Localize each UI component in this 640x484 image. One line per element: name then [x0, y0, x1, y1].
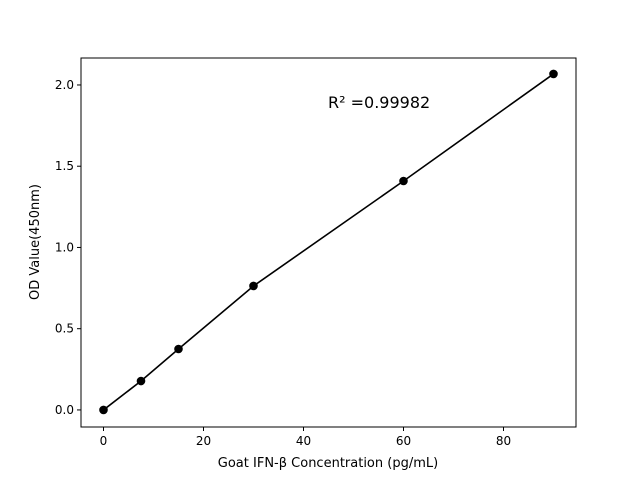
data-point: [249, 281, 258, 291]
y-tick-label: 0.0: [55, 403, 74, 417]
y-tick-label: 0.5: [55, 322, 74, 336]
x-tick-label: 20: [196, 434, 211, 448]
data-point: [136, 376, 146, 386]
x-axis-label: Goat IFN-β Concentration (pg/mL): [218, 456, 438, 471]
y-tick-label: 2.0: [55, 78, 74, 92]
x-tick-label: 80: [496, 434, 511, 448]
fit-line: [103, 73, 554, 411]
data-point: [549, 69, 558, 79]
data-point: [399, 176, 408, 186]
y-axis-label: OD Value(450nm): [28, 184, 43, 300]
x-tick-label: 60: [396, 434, 411, 448]
y-tick-label: 1.5: [55, 159, 74, 173]
y-tick-label: 1.0: [55, 240, 74, 254]
x-tick-label: 40: [296, 434, 311, 448]
data-point: [174, 344, 183, 354]
plot-area: [80, 57, 577, 428]
x-tick-label: 0: [100, 434, 108, 448]
r-squared-annotation: R² =0.99982: [328, 93, 430, 112]
data-point: [99, 405, 108, 415]
